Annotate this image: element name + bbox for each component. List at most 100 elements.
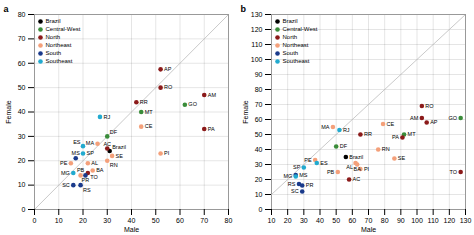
svg-text:10: 10 bbox=[18, 181, 26, 188]
svg-text:SP: SP bbox=[87, 150, 95, 156]
svg-text:RJ: RJ bbox=[103, 114, 110, 120]
svg-text:110: 110 bbox=[428, 217, 439, 224]
svg-text:40: 40 bbox=[316, 217, 324, 224]
svg-text:60: 60 bbox=[255, 116, 263, 123]
svg-text:30: 30 bbox=[300, 217, 308, 224]
svg-text:a: a bbox=[4, 4, 10, 14]
svg-text:SE: SE bbox=[116, 153, 124, 159]
svg-text:40: 40 bbox=[255, 146, 263, 153]
svg-text:PR: PR bbox=[82, 177, 90, 183]
svg-text:PA: PA bbox=[392, 134, 399, 140]
svg-text:120: 120 bbox=[251, 26, 263, 33]
svg-text:RS: RS bbox=[83, 187, 91, 193]
svg-text:RJ: RJ bbox=[343, 127, 350, 133]
svg-text:b: b bbox=[241, 4, 247, 14]
svg-text:MG: MG bbox=[61, 170, 70, 176]
svg-text:MS: MS bbox=[72, 150, 81, 156]
svg-text:80: 80 bbox=[225, 217, 233, 224]
svg-text:50: 50 bbox=[152, 217, 160, 224]
svg-text:CE: CE bbox=[387, 121, 395, 127]
svg-text:South: South bbox=[283, 50, 299, 56]
svg-text:40: 40 bbox=[18, 108, 26, 115]
svg-text:RO: RO bbox=[425, 103, 434, 109]
svg-text:CE: CE bbox=[145, 123, 153, 129]
svg-text:Brazil: Brazil bbox=[349, 154, 363, 160]
svg-text:RR: RR bbox=[140, 99, 148, 105]
svg-text:60: 60 bbox=[176, 217, 184, 224]
svg-text:70: 70 bbox=[200, 217, 208, 224]
svg-text:10: 10 bbox=[55, 217, 63, 224]
svg-text:0: 0 bbox=[259, 206, 263, 213]
svg-text:AL: AL bbox=[91, 160, 98, 166]
svg-text:30: 30 bbox=[255, 161, 263, 168]
svg-text:30: 30 bbox=[18, 133, 26, 140]
svg-text:ES: ES bbox=[320, 160, 328, 166]
svg-text:PE: PE bbox=[60, 160, 68, 166]
svg-text:70: 70 bbox=[18, 35, 26, 42]
svg-text:PB: PB bbox=[77, 167, 85, 173]
svg-text:50: 50 bbox=[18, 84, 26, 91]
svg-text:South: South bbox=[46, 50, 62, 56]
svg-text:60: 60 bbox=[348, 217, 356, 224]
svg-text:30: 30 bbox=[103, 217, 111, 224]
svg-text:RO: RO bbox=[164, 84, 173, 90]
svg-text:80: 80 bbox=[255, 86, 263, 93]
svg-text:AM: AM bbox=[410, 115, 419, 121]
svg-text:SE: SE bbox=[398, 155, 406, 161]
svg-text:10: 10 bbox=[255, 191, 263, 198]
svg-text:MA: MA bbox=[86, 140, 95, 146]
svg-text:AC: AC bbox=[353, 176, 361, 182]
svg-text:Male: Male bbox=[361, 226, 376, 233]
svg-text:20: 20 bbox=[79, 217, 87, 224]
svg-text:70: 70 bbox=[255, 101, 263, 108]
svg-text:20: 20 bbox=[255, 176, 263, 183]
svg-text:North: North bbox=[283, 34, 298, 40]
svg-text:AM: AM bbox=[208, 92, 217, 98]
svg-text:Brazil: Brazil bbox=[112, 144, 126, 150]
svg-text:20: 20 bbox=[18, 157, 26, 164]
svg-text:DF: DF bbox=[110, 129, 118, 135]
svg-text:BA: BA bbox=[354, 166, 362, 172]
svg-text:GO: GO bbox=[188, 101, 197, 107]
svg-text:90: 90 bbox=[397, 217, 405, 224]
svg-text:20: 20 bbox=[284, 217, 292, 224]
svg-text:Brazil: Brazil bbox=[46, 18, 61, 24]
svg-text:GO: GO bbox=[449, 115, 458, 121]
svg-text:ES: ES bbox=[73, 139, 81, 145]
svg-text:130: 130 bbox=[460, 217, 472, 224]
svg-text:MA: MA bbox=[321, 124, 330, 130]
svg-text:Central-West: Central-West bbox=[283, 26, 318, 32]
svg-text:RN: RN bbox=[110, 162, 118, 168]
svg-text:110: 110 bbox=[251, 41, 262, 48]
svg-text:SP: SP bbox=[293, 164, 301, 170]
svg-text:PI: PI bbox=[164, 150, 170, 156]
svg-text:PR: PR bbox=[306, 182, 314, 188]
svg-text:Southeast: Southeast bbox=[283, 58, 310, 64]
svg-text:BA: BA bbox=[96, 167, 104, 173]
svg-text:80: 80 bbox=[18, 11, 26, 18]
svg-text:RR: RR bbox=[364, 131, 372, 137]
svg-text:10: 10 bbox=[268, 217, 276, 224]
svg-text:SC: SC bbox=[291, 188, 299, 194]
svg-text:MT: MT bbox=[408, 131, 417, 137]
svg-text:130: 130 bbox=[251, 11, 263, 18]
svg-text:RN: RN bbox=[382, 146, 390, 152]
svg-text:100: 100 bbox=[251, 56, 263, 63]
svg-text:RS: RS bbox=[288, 181, 296, 187]
svg-text:60: 60 bbox=[18, 59, 26, 66]
svg-text:100: 100 bbox=[411, 217, 423, 224]
svg-text:North: North bbox=[46, 34, 61, 40]
svg-text:Central-West: Central-West bbox=[46, 26, 81, 32]
svg-text:TO: TO bbox=[90, 174, 98, 180]
svg-text:50: 50 bbox=[332, 217, 340, 224]
svg-text:AC: AC bbox=[103, 141, 111, 147]
svg-text:Northeast: Northeast bbox=[283, 42, 309, 48]
svg-text:Female: Female bbox=[5, 100, 12, 123]
svg-text:80: 80 bbox=[381, 217, 389, 224]
svg-text:PE: PE bbox=[304, 157, 312, 163]
svg-text:TO: TO bbox=[450, 169, 458, 175]
svg-text:PB: PB bbox=[327, 169, 335, 175]
svg-text:MG: MG bbox=[283, 173, 292, 179]
svg-text:Female: Female bbox=[242, 100, 249, 123]
svg-text:0: 0 bbox=[33, 217, 37, 224]
